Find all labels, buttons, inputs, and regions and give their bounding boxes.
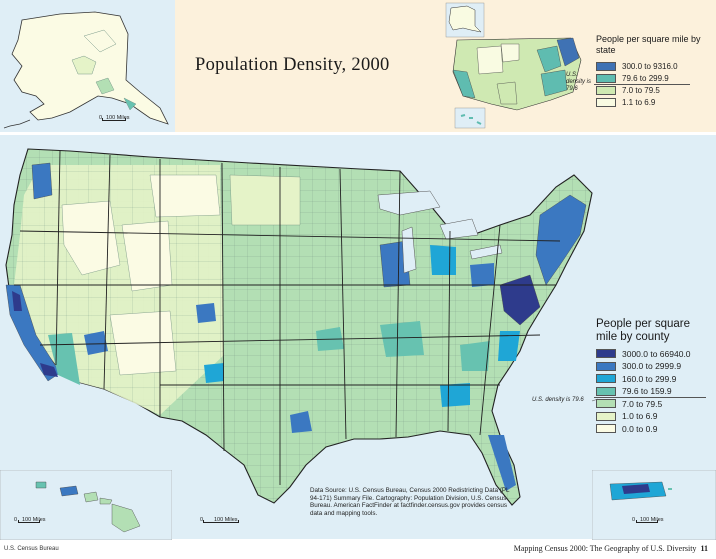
- legend-swatch: [596, 86, 616, 95]
- state-legend-item: 300.0 to 9316.0: [596, 61, 714, 72]
- state-legend-item: 79.6 to 299.9: [596, 73, 714, 84]
- state-density-map: [441, 0, 593, 132]
- hawaii-map: [0, 470, 172, 540]
- legend-label: 3000.0 to 66940.0: [622, 348, 691, 359]
- hawaii-inset: 0 100 Miles: [0, 470, 172, 540]
- legend-label: 7.0 to 79.5: [622, 398, 663, 409]
- alaska-scale-label: 100 Miles: [106, 115, 130, 121]
- hawaii-scale-bar: [18, 520, 40, 523]
- page-footer: U.S. Census Bureau Mapping Census 2000: …: [0, 540, 716, 559]
- legend-swatch: [596, 74, 616, 83]
- main-scale-label: 100 Miles: [214, 517, 238, 523]
- legend-swatch: [596, 98, 616, 107]
- legend-label: 1.0 to 6.9: [622, 411, 658, 422]
- legend-label: 1.1 to 6.9: [622, 98, 656, 107]
- legend-swatch: [596, 386, 616, 396]
- pr-scale-zero: 0: [632, 517, 636, 523]
- main-scale-bar: [203, 520, 239, 523]
- legend-swatch: [596, 349, 616, 359]
- source-note: Data Source: U.S. Census Bureau, Census …: [310, 487, 510, 517]
- footer-book-title: Mapping Census 2000: The Geography of U.…: [514, 544, 708, 553]
- county-legend-item: 79.6 to 159.9: [596, 386, 714, 398]
- county-legend-item: 160.0 to 299.9: [596, 373, 714, 385]
- pr-scale-bar: [636, 520, 658, 523]
- legend-swatch: [596, 424, 616, 434]
- great-lakes: [377, 190, 441, 216]
- county-legend-item: 7.0 to 79.5: [596, 398, 714, 410]
- county-density-note: U.S. density is 79.6: [532, 397, 584, 403]
- legend-label: 79.6 to 299.9: [622, 74, 669, 83]
- alaska-scale-zero: 0: [99, 115, 103, 121]
- alaska-map: [0, 0, 175, 132]
- legend-swatch: [596, 399, 616, 409]
- page-number: 11: [700, 544, 708, 553]
- county-legend-item: 1.0 to 6.9: [596, 411, 714, 423]
- county-legend-item: 0.0 to 0.9: [596, 423, 714, 435]
- legend-label: 300.0 to 9316.0: [622, 62, 678, 71]
- county-legend-divider: [594, 397, 706, 398]
- footer-title-text: Mapping Census 2000: The Geography of U.…: [513, 544, 697, 553]
- main-scale-zero: 0: [200, 517, 204, 523]
- state-legend-item: 1.1 to 6.9: [596, 97, 714, 108]
- legend-label: 7.0 to 79.5: [622, 86, 660, 95]
- hawaii-scale-label: 100 Miles: [22, 517, 46, 523]
- county-legend: People per square mile by county 3000.0 …: [596, 318, 714, 435]
- legend-label: 300.0 to 2999.9: [622, 361, 682, 372]
- state-legend-items: 300.0 to 9316.0 79.6 to 299.9 7.0 to 79.…: [596, 61, 714, 108]
- legend-label: 0.0 to 0.9: [622, 423, 658, 434]
- hawaii-scale-zero: 0: [14, 517, 18, 523]
- county-legend-item: 300.0 to 2999.9: [596, 361, 714, 373]
- state-legend-title: People per square mile by state: [596, 34, 701, 55]
- state-borders: [14, 150, 561, 485]
- legend-swatch: [596, 62, 616, 71]
- alaska-scale-bar: [102, 118, 126, 121]
- legend-swatch: [596, 361, 616, 371]
- county-legend-items: 3000.0 to 66940.0 300.0 to 2999.9 160.0 …: [596, 348, 714, 435]
- pr-scale-label: 100 Miles: [640, 517, 664, 523]
- alaska-inset: 0 100 Miles: [0, 0, 175, 132]
- state-legend-divider: [594, 84, 690, 85]
- footer-publisher: U.S. Census Bureau: [4, 546, 59, 552]
- puerto-rico-map: [592, 470, 716, 540]
- county-legend-item: 3000.0 to 66940.0: [596, 348, 714, 360]
- county-legend-title: People per square mile by county: [596, 318, 690, 343]
- state-legend: People per square mile by state 300.0 to…: [596, 34, 714, 108]
- map-title: Population Density, 2000: [195, 55, 390, 75]
- legend-swatch: [596, 374, 616, 384]
- puerto-rico-inset: 0 100 Miles: [592, 470, 716, 540]
- legend-label: 160.0 to 299.9: [622, 373, 677, 384]
- state-legend-item: 7.0 to 79.5: [596, 85, 714, 96]
- legend-label: 79.6 to 159.9: [622, 386, 672, 397]
- state-density-note: U.S. density is 79.6: [566, 72, 592, 92]
- legend-swatch: [596, 411, 616, 421]
- conus-map: [5, 148, 599, 506]
